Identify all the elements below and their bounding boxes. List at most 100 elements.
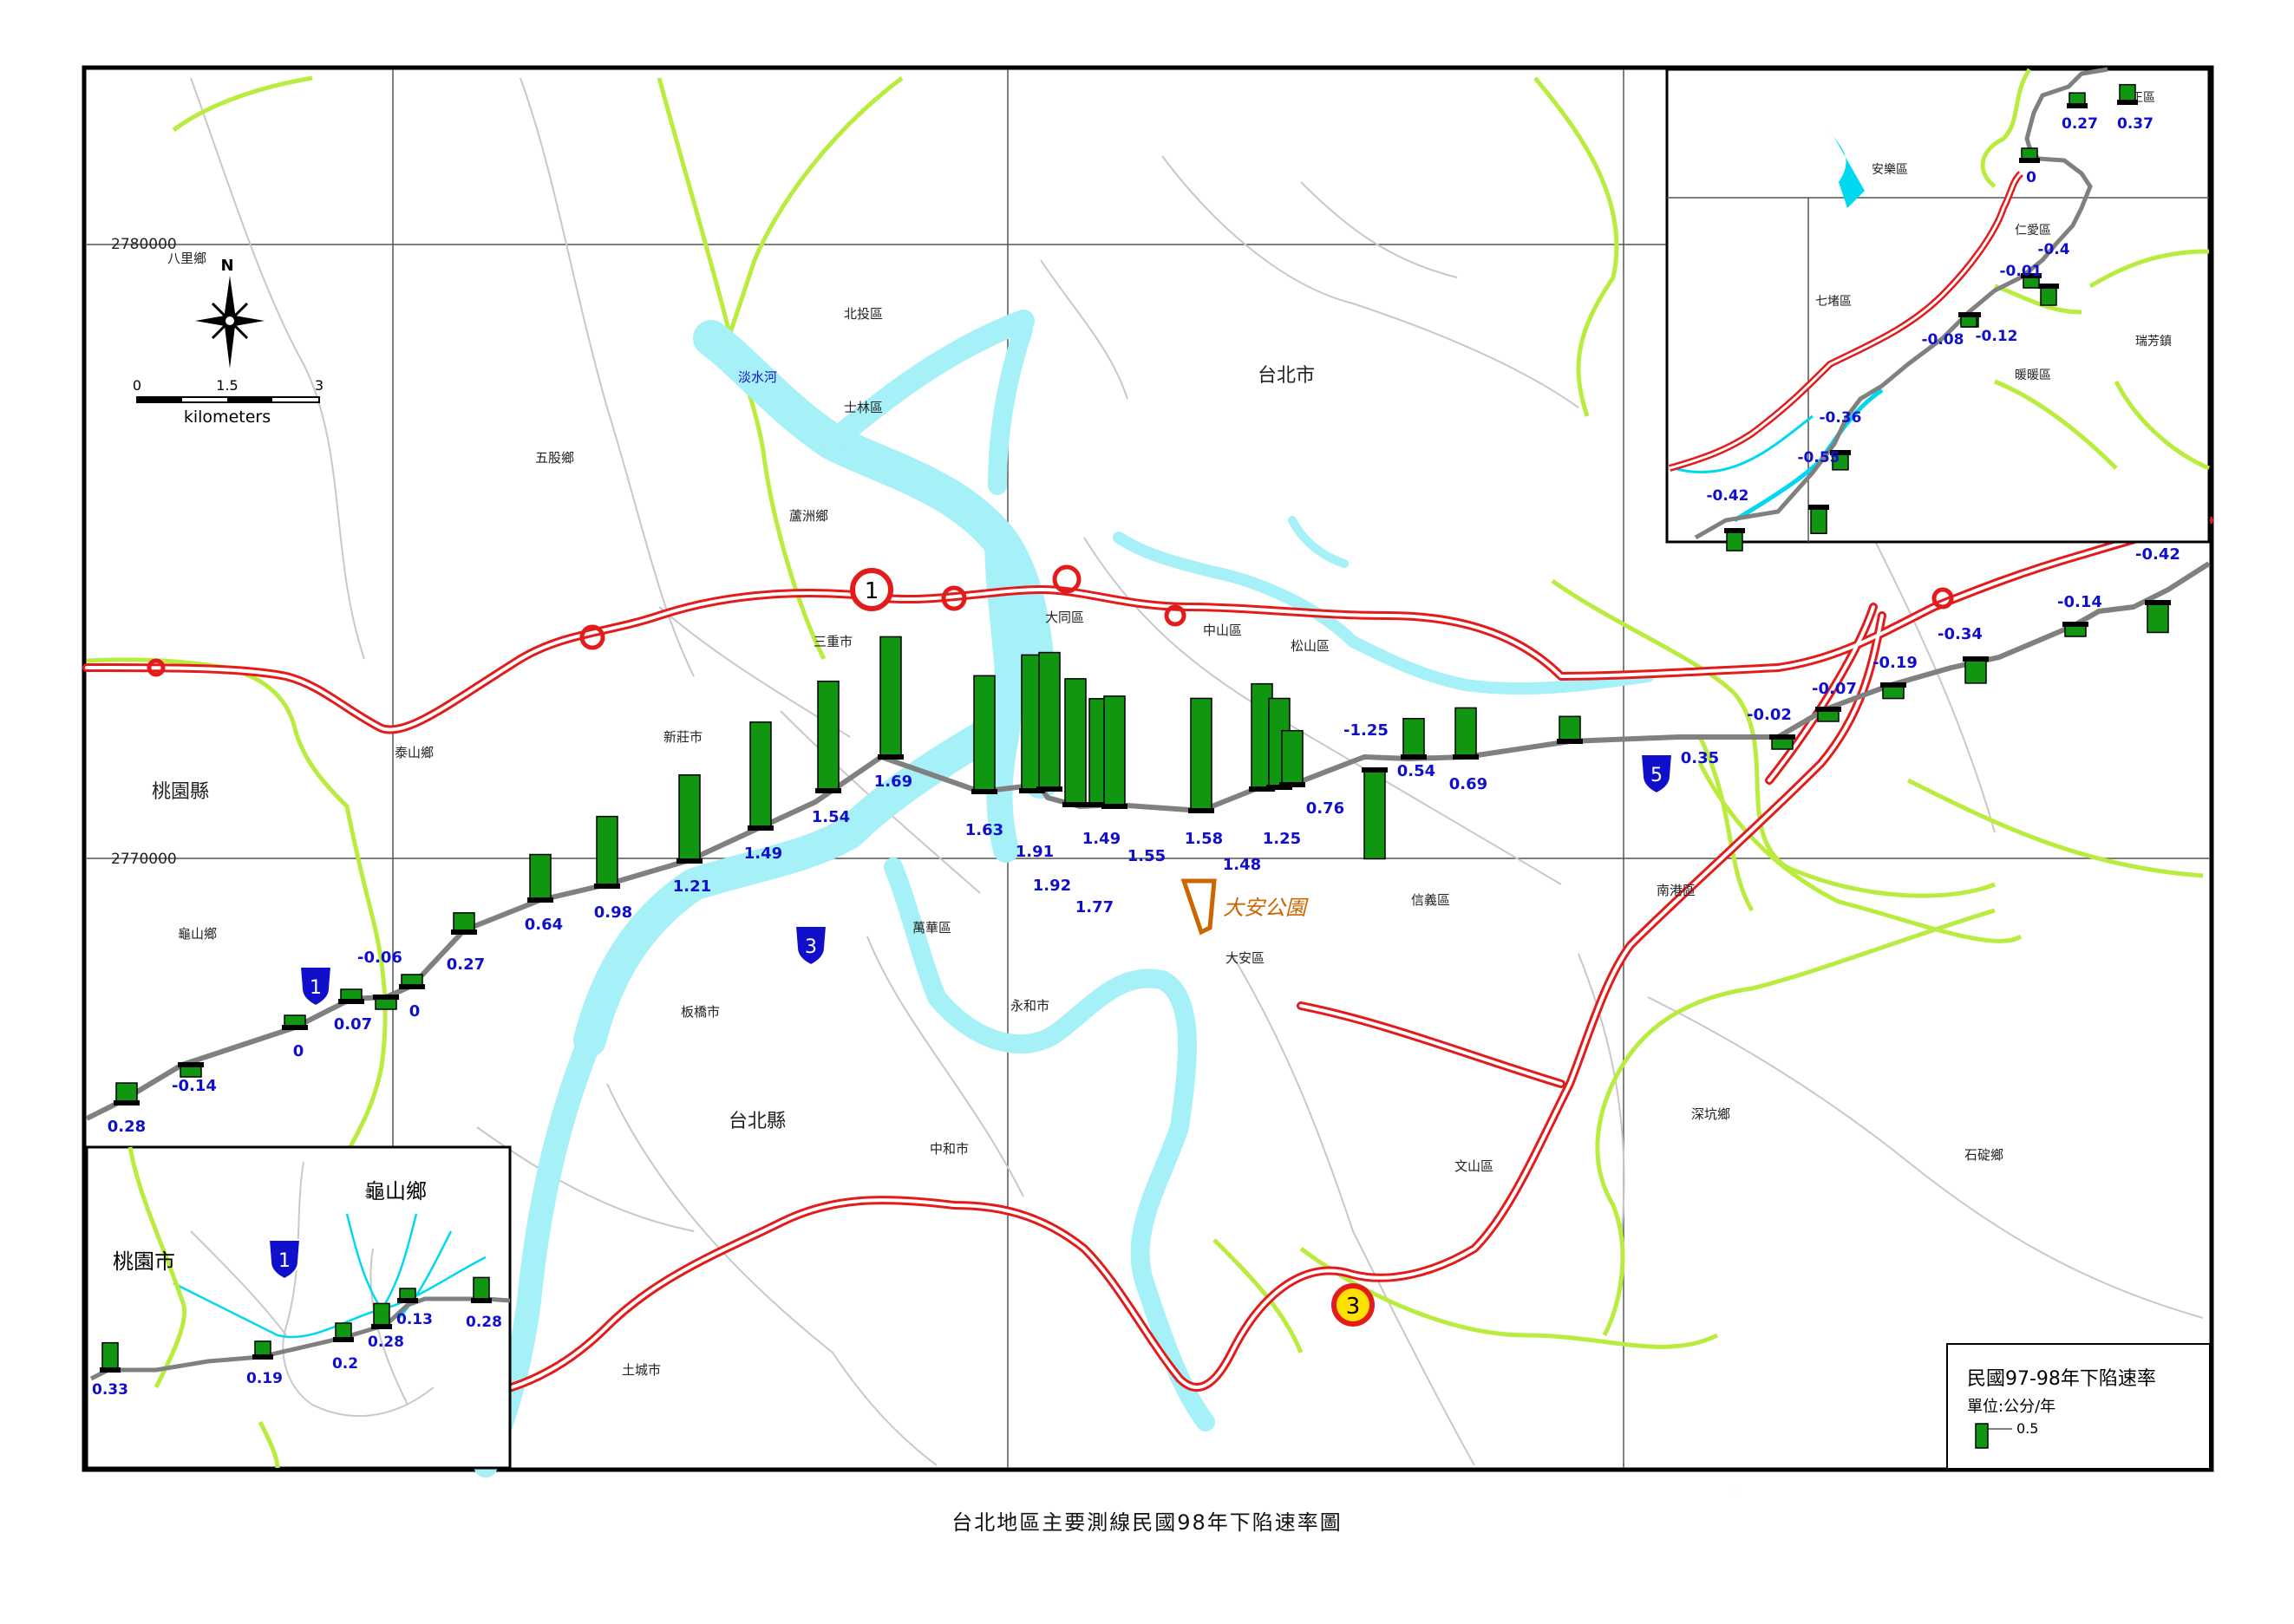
benchmark-marker — [676, 858, 703, 864]
bar-rect — [2147, 602, 2169, 634]
benchmark-marker — [1724, 528, 1745, 533]
label-wanhua: 萬華區 — [912, 920, 951, 936]
subsidence-bar: 0.2 — [332, 1322, 358, 1373]
bar-rect — [1103, 695, 1126, 807]
bar-rect — [101, 1341, 119, 1371]
svg-text:3: 3 — [1346, 1294, 1361, 1320]
subsidence-bar: 0.27 — [2062, 92, 2098, 133]
benchmark-marker — [1249, 786, 1275, 792]
label-guishan: 龜山鄉 — [178, 926, 217, 942]
bar-value-label: 0.13 — [396, 1311, 433, 1328]
benchmark-marker — [2019, 158, 2040, 163]
svg-text:N: N — [220, 257, 233, 275]
bar-value-label: -0.01 — [2000, 263, 2042, 280]
benchmark-marker — [373, 995, 399, 1000]
subsidence-bar: 0.28 — [368, 1302, 404, 1351]
bar-value-label: 0.33 — [92, 1381, 128, 1399]
bar-value-label: 0.69 — [1449, 775, 1487, 793]
bar-value-label: -0.4 — [2037, 241, 2069, 258]
benchmark-marker — [748, 825, 774, 831]
benchmark-marker — [1101, 804, 1127, 809]
bar-rect — [2119, 83, 2136, 103]
region-labels: 台北市 台北縣 桃園縣 北投區 士林區 蘆洲鄉 五股鄉 三重市 大同區 中山區 … — [152, 251, 2003, 1378]
bar-value-label: 1.49 — [1082, 830, 1121, 848]
bar-rect — [453, 912, 475, 933]
subsidence-bar: 0 — [399, 974, 425, 1021]
subsidence-bar: -0.06 — [357, 949, 402, 1010]
subsidence-bar: 1.69 — [874, 636, 912, 791]
subsidence-bar: 0.28 — [466, 1276, 502, 1331]
inset-taoyuan: 1 龜山鄉 桃園市 0.33 0.19 0.2 0.28 0.13 0.28 — [85, 1145, 512, 1470]
bar-value-label: -0.08 — [1922, 331, 1964, 349]
bar-value-label: -1.25 — [1343, 721, 1389, 740]
bar-value-label: 0.27 — [447, 955, 485, 974]
bar-rect — [596, 815, 618, 887]
subsidence-bar: 0.98 — [594, 815, 632, 922]
benchmark-marker — [815, 788, 841, 793]
inset-taoyuan-bars: 0.33 0.19 0.2 0.28 0.13 0.28 — [92, 1276, 502, 1399]
subsidence-bar: 1.21 — [673, 774, 711, 896]
subsidence-bar: -0.02 — [1747, 706, 1795, 750]
svg-text:1: 1 — [310, 977, 322, 999]
svg-text:龜山鄉: 龜山鄉 — [364, 1179, 427, 1203]
bar-rect — [373, 1302, 390, 1327]
svg-text:3: 3 — [805, 936, 817, 958]
label-taoyuan-county: 桃園縣 — [152, 781, 209, 803]
benchmark-marker — [2062, 622, 2088, 627]
bar-value-label: 0.28 — [108, 1118, 146, 1136]
subsidence-bar: -0.4 — [2037, 241, 2070, 306]
label-sanchong: 三重市 — [814, 634, 853, 649]
subsidence-bar: 1.92 — [1033, 651, 1071, 895]
benchmark-marker — [2117, 100, 2138, 105]
bar-rect — [1402, 717, 1425, 758]
svg-text:0: 0 — [133, 377, 141, 394]
benchmark-marker — [1963, 656, 1989, 662]
bar-value-label: 1.58 — [1185, 830, 1223, 848]
benchmark-marker — [1401, 754, 1427, 760]
legend-sample-value: 0.5 — [2016, 1420, 2038, 1437]
bar-value-label: 1.91 — [1016, 843, 1054, 861]
benchmark-marker — [971, 789, 997, 794]
bar-rect — [2040, 285, 2057, 306]
subsidence-bar: 0.76 — [1279, 729, 1344, 818]
benchmark-marker — [100, 1367, 121, 1373]
benchmark-marker — [2067, 103, 2088, 108]
subsidence-bar: 1.49 — [744, 721, 782, 863]
bar-rect — [879, 636, 902, 758]
svg-text:1: 1 — [278, 1250, 291, 1272]
legend: 民國97-98年下陷速率 單位:公分/年 0.5 — [1946, 1343, 2211, 1470]
bar-value-label: -0.02 — [1747, 706, 1792, 724]
bar-rect — [1190, 697, 1212, 812]
subsidence-bar: -0.01 — [2000, 263, 2042, 289]
svg-text:3: 3 — [315, 377, 324, 394]
inset-keelung-bars: 0.37 0.27 0 -0.4 -0.01 -0.12 -0.08 -0.36 -0.55 -0… — [1707, 83, 2153, 551]
bar-rect — [1038, 651, 1061, 790]
bar-value-label: 0 — [2026, 169, 2036, 186]
benchmark-marker — [2145, 600, 2171, 605]
bar-rect — [1810, 506, 1827, 534]
subsidence-bar: -0.36 — [1820, 409, 1862, 471]
bar-rect — [1454, 707, 1477, 758]
bar-rect — [678, 774, 701, 862]
provincial-3-shield: 3 — [794, 925, 828, 967]
benchmark-marker — [399, 984, 425, 989]
bar-value-label: -0.55 — [1798, 449, 1840, 466]
subsidence-bar: 0.27 — [447, 912, 485, 974]
subsidence-bar: -0.55 — [1798, 449, 1840, 534]
label-datong: 大同區 — [1045, 610, 1084, 625]
benchmark-marker — [282, 1025, 308, 1030]
benchmark-marker — [1087, 802, 1113, 807]
subsidence-bar: -0.08 — [1922, 312, 1979, 349]
benchmark-marker — [1808, 505, 1829, 510]
freeway-1-shield: 1 — [850, 568, 893, 611]
bar-value-label: 1.21 — [673, 877, 711, 896]
bar-value-label: 0.35 — [1681, 749, 1719, 767]
subsidence-bar: -0.42 — [1707, 487, 1749, 551]
svg-text:大安公園: 大安公園 — [1223, 896, 1309, 920]
benchmark-marker — [2021, 273, 2042, 278]
label-songshan: 松山區 — [1291, 638, 1330, 654]
subsidence-bar: -1.25 — [1343, 721, 1389, 860]
benchmark-marker — [527, 897, 553, 903]
bar-rect — [1064, 678, 1087, 805]
